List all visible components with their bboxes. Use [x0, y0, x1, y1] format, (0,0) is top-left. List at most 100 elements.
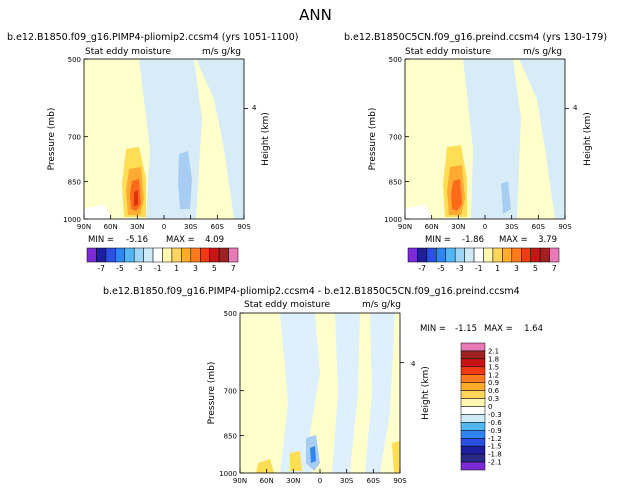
colorbar-label: -2.1	[488, 459, 502, 467]
colorbar-label: 0.6	[488, 387, 500, 395]
colorbar-label: 2.1	[488, 347, 499, 355]
colorbar-swatch	[460, 358, 486, 368]
colorbar-swatch	[417, 247, 428, 263]
colorbar-swatch	[460, 414, 486, 423]
panel-1-max-value: 4.09	[205, 235, 224, 245]
colorbar-label: -7	[418, 264, 426, 273]
panel-2-right-tick: 4	[573, 104, 578, 112]
colorbar-swatch	[200, 247, 210, 263]
colorbar-label: -1	[475, 264, 483, 273]
colorbar-swatch	[218, 247, 229, 263]
colorbar-label: 1.8	[488, 355, 499, 363]
colorbar-label: -7	[97, 264, 105, 273]
x-tick-label: 60S	[367, 477, 381, 485]
colorbar-swatch	[539, 247, 550, 263]
panel-1-min-label: MIN =	[88, 235, 114, 245]
colorbar-label: 0.9	[488, 379, 499, 387]
panel-2: b.e12.B1850C5CN.f09_g16.preind.ccsm4 (yr…	[344, 32, 607, 245]
colorbar-label: 0.3	[488, 395, 499, 403]
colorbar-label: 5	[212, 264, 217, 273]
x-tick-label: 60N	[104, 223, 118, 231]
colorbar-swatch	[460, 390, 486, 399]
colorbar-swatch	[105, 247, 116, 263]
x-tick-label: 60S	[532, 223, 546, 231]
panel-3-right-label: m/s g/kg	[362, 300, 401, 310]
panel-2-contours	[405, 59, 565, 219]
y-tick-label: 700	[68, 134, 81, 142]
panel-3-right-tick: 4	[411, 360, 416, 368]
colorbar-swatch	[124, 247, 135, 263]
panel-3-left-label: Stat eddy moisture	[244, 300, 330, 310]
colorbar-swatch	[460, 406, 486, 415]
colorbar-swatch	[152, 247, 163, 263]
x-tick-label: 90N	[398, 223, 412, 231]
panel-1-ylabel-right: Height (km)	[261, 112, 271, 166]
colorbar-swatch	[460, 366, 486, 375]
colorbar-swatch	[228, 247, 239, 263]
colorbar-label: -1.8	[488, 451, 502, 459]
x-tick-label: 90S	[237, 223, 251, 231]
colorbar-swatch	[460, 438, 486, 447]
colorbar-swatch	[460, 350, 486, 360]
panel-1: b.e12.B1850.f09_g16.PIMP4-pliomip2.ccsm4…	[7, 32, 298, 245]
x-tick-label: 30N	[451, 223, 465, 231]
y-tick-label: 850	[224, 432, 237, 440]
y-tick-label: 1000	[63, 216, 81, 224]
colorbar-swatch	[530, 247, 541, 263]
panel-2-title: b.e12.B1850C5CN.f09_g16.preind.ccsm4 (yr…	[344, 32, 607, 43]
colorbar-bottom: 2.11.81.51.20.90.60.30-0.3-0.6-0.9-1.2-1…	[460, 342, 502, 471]
panel-3-axes: 90N 60N 30N 0 30S 60S 90S 500 700 850 1000	[219, 310, 407, 485]
panel-3-contours	[240, 313, 400, 473]
colorbar-swatch	[190, 247, 201, 263]
colorbar-swatch	[460, 398, 486, 407]
colorbar-swatch	[460, 430, 486, 439]
panel-3-max-label: MAX =	[484, 324, 513, 334]
panel-1-max-label: MAX =	[166, 235, 195, 245]
colorbar-swatch	[407, 247, 418, 263]
x-tick-label: 0	[318, 477, 322, 485]
x-tick-label: 90N	[77, 223, 91, 231]
y-tick-label: 500	[224, 310, 237, 318]
colorbar-label: -0.9	[488, 427, 502, 435]
panel-2-left-label: Stat eddy moisture	[405, 47, 491, 57]
panel-1-min-value: -5.16	[126, 235, 148, 245]
colorbar-swatch	[460, 342, 486, 352]
colorbar-label: -3	[456, 264, 464, 273]
y-tick-label: 1000	[219, 470, 237, 478]
colorbar-swatch	[460, 461, 486, 471]
panel-3-title: b.e12.B1850.f09_g16.PIMP4-pliomip2.ccsm4…	[103, 286, 520, 297]
x-tick-label: 90N	[233, 477, 247, 485]
colorbar-swatch	[426, 247, 437, 263]
y-tick-label: 700	[389, 134, 402, 142]
panel-1-title: b.e12.B1850.f09_g16.PIMP4-pliomip2.ccsm4…	[7, 32, 298, 43]
x-tick-label: 60N	[260, 477, 274, 485]
colorbar-label: 3	[514, 264, 519, 273]
x-tick-label: 30S	[505, 223, 519, 231]
panel-3-min-label: MIN =	[420, 324, 446, 334]
colorbar-label: -3	[135, 264, 143, 273]
panel-2-max-label: MAX =	[499, 235, 528, 245]
panel-2-ylabel: Pressure (mb)	[368, 108, 378, 171]
colorbar-swatch	[115, 247, 125, 263]
x-tick-label: 30S	[184, 223, 198, 231]
panel-1-axes: 90N 60N 30N 0 30S 60S 90S 500 700 850 1000	[63, 56, 251, 231]
x-tick-label: 30N	[286, 477, 300, 485]
colorbar-label: 7	[552, 264, 557, 273]
colorbar-label: -0.3	[488, 411, 502, 419]
colorbar-swatch	[445, 247, 456, 263]
colorbar-label: 5	[533, 264, 538, 273]
colorbar-label: -5	[437, 264, 445, 273]
page-title: ANN	[299, 6, 332, 24]
colorbar-label: 1	[174, 264, 179, 273]
colorbar-swatch	[460, 382, 486, 391]
panel-2-ylabel-right: Height (km)	[583, 112, 593, 166]
colorbar-swatch	[86, 247, 97, 263]
colorbar-label: 3	[193, 264, 198, 273]
x-tick-label: 90S	[558, 223, 572, 231]
colorbar-swatch	[473, 247, 484, 263]
panel-2-right-label: m/s g/kg	[523, 47, 562, 57]
colorbar-label: -5	[116, 264, 124, 273]
panel-3: b.e12.B1850.f09_g16.PIMP4-pliomip2.ccsm4…	[103, 286, 543, 485]
colorbar-label: 0	[488, 403, 492, 411]
